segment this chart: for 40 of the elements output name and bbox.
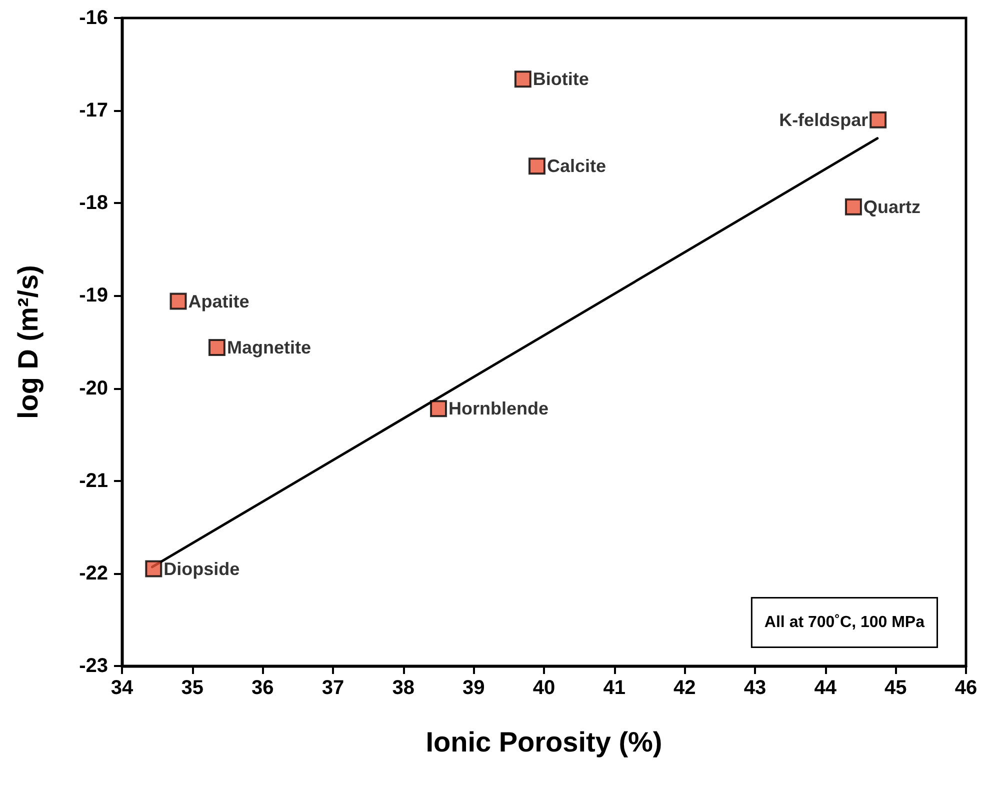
- annotation: Quartz: [863, 196, 920, 217]
- point: [170, 292, 187, 310]
- x-tick-label: 45: [884, 677, 907, 699]
- y-tick-label: -21: [79, 470, 108, 492]
- y-tick-label: -22: [79, 562, 108, 584]
- x-tick-label: 36: [252, 677, 274, 699]
- point: [208, 339, 226, 356]
- annotation: Calcite: [546, 156, 606, 176]
- x-tick-label: 42: [674, 677, 696, 699]
- y-tick-label: -18: [79, 192, 108, 214]
- x-tick-label: 41: [603, 677, 626, 699]
- y-tick-label: -17: [79, 100, 108, 122]
- x-tick-label: 44: [814, 677, 838, 699]
- annotation: All at 700˚C, 100 MPa: [764, 614, 925, 631]
- y-tick-label: -23: [79, 655, 108, 677]
- y-tick-label: -19: [79, 284, 108, 307]
- annotation: Hornblende: [448, 398, 549, 419]
- annotation: Magnetite: [226, 338, 311, 358]
- point: [528, 158, 546, 175]
- point: [514, 70, 532, 88]
- y-axis-title: log D (m²/s): [12, 265, 44, 419]
- point: [430, 400, 447, 418]
- point: [145, 560, 162, 578]
- annotation: Apatite: [188, 291, 250, 312]
- y-tick-label: -20: [79, 377, 108, 400]
- point: [844, 198, 862, 216]
- annotation: Biotite: [532, 69, 589, 90]
- y-tick-label: -16: [79, 7, 108, 29]
- x-tick-label: 35: [181, 677, 204, 699]
- x-tick-label: 39: [462, 677, 485, 699]
- x-tick-label: 34: [110, 677, 134, 699]
- x-tick-label: 40: [532, 677, 556, 699]
- annotation: Diopside: [164, 558, 240, 579]
- annotation: K-feldspar: [779, 110, 868, 130]
- x-tick-label: 38: [392, 677, 414, 699]
- x-axis-title: Ionic Porosity (%): [426, 726, 662, 758]
- point: [870, 111, 887, 128]
- x-tick-label: 43: [744, 677, 766, 699]
- x-tick-label: 46: [954, 677, 978, 699]
- x-tick-label: 37: [322, 677, 344, 699]
